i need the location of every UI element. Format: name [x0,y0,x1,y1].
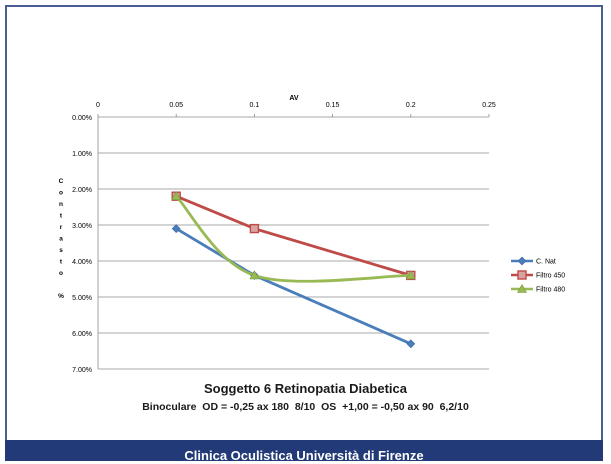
legend-marker-c-nat [517,256,527,266]
y-axis-title-letter: r [60,224,63,231]
data-point-c-nat [171,224,181,234]
y-tick-label: 0.00% [72,115,92,122]
y-axis-title-letter: n [59,201,63,208]
y-tick-label: 5.00% [72,295,92,302]
legend-entry-filtro-480: Filtro 480 [511,283,565,294]
slide-frame [5,5,603,458]
data-point-filtro-450 [249,223,260,234]
data-point-filtro-480 [171,191,182,200]
legend-label-filtro-480: Filtro 480 [536,287,565,294]
series-line-filtro-480 [174,194,413,283]
series-c-nat [171,224,416,349]
legend-label-filtro-450: Filtro 450 [536,273,565,280]
chart-subtitle: Binoculare OD = -0,25 ax 180 8/10 OS +1,… [142,401,469,413]
chart-title: Soggetto 6 Retinopatia Diabetica [204,381,407,396]
data-point-filtro-480 [405,270,416,280]
y-tick-label: 7.00% [72,367,92,374]
y-axis-title-letter: t [60,213,63,220]
chart-series [171,191,416,349]
y-axis-title-letter: s [59,247,63,254]
chart-legend: C. Nat Filtro 450 Filtro 480 [511,256,565,294]
data-point-c-nat [406,339,416,349]
x-tick-label: 0.1 [250,102,260,109]
y-tick-label: 3.00% [72,223,92,230]
y-tick-label: 1.00% [72,151,92,158]
y-tick-label: 6.00% [72,331,92,338]
y-axis-title-letter: C [59,178,64,185]
y-axis-title-letter: t [60,259,63,266]
x-axis-title: AV [289,95,299,102]
y-tick-label: 4.00% [72,259,92,266]
legend-entry-filtro-450: Filtro 450 [511,270,565,280]
y-axis-title-letter: o [59,270,63,277]
footer-bar: Clinica Oculistica Università di Firenze [5,440,603,463]
y-axis-title-letter: o [59,190,63,197]
series-filtro-480 [171,191,416,283]
legend-entry-c-nat: C. Nat [511,256,556,266]
x-tick-label: 0.25 [482,102,496,109]
footer-text: Clinica Oculistica Università di Firenze [184,448,424,463]
y-axis-title-letter: a [59,236,63,243]
chart-axes: 0.00% 1.00% 2.00% 3.00% 4.00% 5.00% 6.00% 7.00%… [58,95,496,374]
x-tick-label: 0.15 [326,102,340,109]
legend-label-c-nat: C. Nat [536,259,556,266]
y-tick-label: 2.00% [72,187,92,194]
series-line-filtro-450 [174,194,413,277]
series-line-c-nat [174,227,413,346]
chart-gridlines [98,116,489,370]
legend-marker-filtro-480 [516,283,528,293]
x-tick-label: 0.2 [406,102,416,109]
x-tick-label: 0 [96,102,100,109]
legend-marker-filtro-450 [517,270,527,280]
data-point-filtro-480 [249,270,260,280]
y-axis-title-letter: % [58,293,64,300]
x-tick-label: 0.05 [169,102,183,109]
series-filtro-450 [171,191,416,281]
